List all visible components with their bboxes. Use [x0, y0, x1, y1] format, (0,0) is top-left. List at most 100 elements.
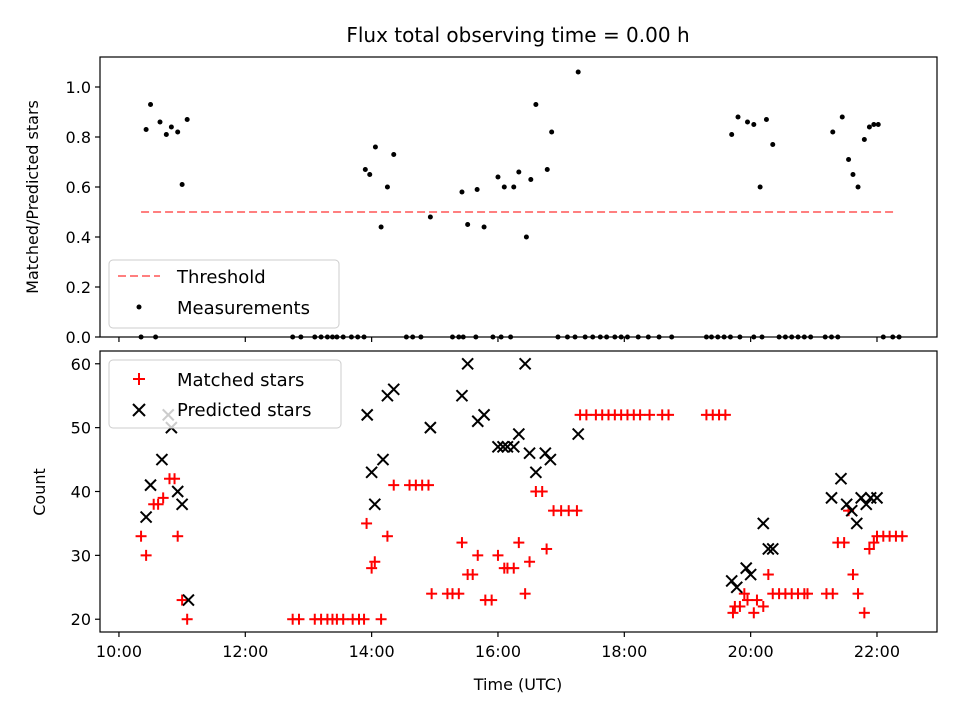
predicted-star-point: [376, 453, 390, 466]
measurements-legend-label: Measurements: [177, 298, 310, 319]
measurement-point: [727, 334, 733, 340]
predicted-star-point: [870, 491, 884, 505]
predicted-legend-label: Predicted stars: [177, 400, 311, 421]
bottom-y-tick-label: 50: [71, 419, 91, 438]
bottom-y-tick-label: 20: [71, 610, 91, 629]
matched-star-point: [727, 607, 739, 619]
predicted-star-point: [757, 517, 770, 530]
measurement-point: [656, 334, 662, 340]
predicted-star-point: [496, 440, 510, 454]
matched-star-point: [381, 530, 393, 542]
measurement-point: [449, 334, 455, 340]
matched-star-point: [571, 505, 583, 517]
matched-star-point: [157, 492, 169, 504]
measurement-point: [789, 334, 795, 340]
bottom-y-ticks: 20 30 40 50 60: [71, 355, 100, 629]
measurement-point: [312, 334, 318, 340]
measurement-point: [829, 334, 835, 340]
predicted-star-point: [518, 357, 532, 370]
matched-star-point: [366, 562, 378, 574]
matched-star-point: [140, 549, 152, 561]
measurement-point: [575, 69, 581, 75]
measurement-point: [456, 334, 462, 340]
measurement-point: [372, 144, 378, 150]
matched-star-point: [467, 569, 479, 581]
measurement-point: [157, 119, 163, 125]
measurement-point: [759, 334, 765, 340]
measurement-point: [801, 334, 807, 340]
matched-star-point: [827, 588, 839, 600]
measurement-point: [871, 122, 877, 127]
matched-star-point: [580, 409, 592, 421]
predicted-star-point: [744, 568, 757, 581]
bottom-x-tick-label: 20:00: [728, 642, 774, 661]
matched-stars-series: [135, 409, 908, 625]
measurement-point: [384, 184, 390, 190]
predicted-star-point: [182, 593, 195, 607]
predicted-star-point: [175, 498, 189, 511]
measurement-point: [367, 172, 373, 177]
measurement-point: [830, 129, 836, 135]
measurement-point: [290, 334, 296, 340]
predicted-star-point: [766, 542, 779, 556]
measurement-point: [511, 184, 517, 190]
matched-star-point: [453, 588, 465, 600]
measurement-point: [508, 334, 514, 340]
measurement-point: [355, 334, 361, 340]
top-y-axis-label: Matched/Predicted stars: [23, 100, 42, 294]
measurement-point: [715, 334, 721, 340]
measurement-point: [298, 334, 304, 340]
predicted-star-point: [512, 427, 526, 441]
measurement-point: [763, 117, 769, 122]
measurement-point: [757, 184, 763, 190]
measurement-point: [597, 334, 603, 340]
predicted-star-point: [834, 472, 848, 485]
predicted-star-point: [740, 561, 753, 575]
measurement-point: [427, 214, 433, 220]
measurement-point: [533, 102, 539, 107]
predicted-star-point: [461, 357, 474, 370]
measurement-point: [555, 334, 561, 340]
measurement-point: [861, 137, 867, 142]
matched-star-point: [358, 613, 370, 625]
predicted-star-point: [860, 498, 873, 511]
measurement-point: [516, 169, 522, 175]
bottom-legend-box: [108, 359, 342, 429]
predicted-star-point: [571, 427, 585, 441]
top-legend-box: [108, 259, 340, 329]
measurement-point: [795, 334, 801, 340]
matched-star-point: [169, 473, 181, 485]
measurement-point: [808, 334, 814, 340]
measurement-point: [329, 334, 335, 340]
measurement-point: [348, 334, 354, 340]
matched-star-point: [663, 409, 675, 421]
measurement-point: [549, 129, 555, 135]
predicted-star-point: [455, 389, 469, 402]
measurement-point: [751, 334, 757, 340]
bottom-y-tick-label: 60: [71, 355, 91, 374]
matched-star-point: [541, 543, 553, 555]
matched-star-point: [802, 588, 814, 600]
matched-star-point: [472, 549, 484, 561]
matched-star-point: [751, 594, 763, 606]
measurement-point: [564, 334, 570, 340]
matched-star-point: [634, 409, 646, 421]
chart-title: Flux total observing time = 0.00 h: [346, 23, 689, 47]
matched-star-point: [896, 530, 908, 542]
top-y-tick-label: 0.4: [66, 228, 91, 247]
measurement-point: [490, 334, 496, 340]
matched-star-point: [741, 594, 753, 606]
measurement-point: [744, 119, 750, 125]
matched-star-point: [375, 613, 387, 625]
matched-star-point: [734, 600, 746, 612]
measurement-point: [138, 334, 144, 340]
measurement-point: [544, 167, 550, 172]
predicted-star-point: [387, 383, 400, 396]
predicted-star-point: [850, 517, 863, 530]
measurement-point: [770, 142, 776, 147]
measurement-point: [896, 334, 902, 340]
top-y-tick-label: 0.6: [66, 178, 91, 197]
measurement-point: [148, 102, 154, 107]
predicted-star-point: [171, 485, 184, 498]
